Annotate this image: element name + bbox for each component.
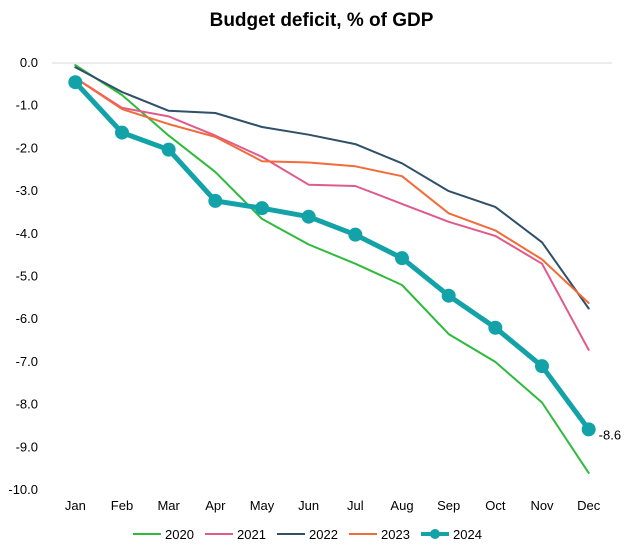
x-tick-label: Apr (205, 498, 226, 513)
series-marker-2024 (68, 75, 83, 90)
x-tick-label: Feb (111, 498, 133, 513)
legend-label: 2023 (381, 527, 410, 542)
series-line-2022 (74, 66, 590, 310)
legend-label: 2021 (237, 527, 266, 542)
y-tick-label: -9.0 (16, 439, 38, 454)
x-tick-label: Jul (347, 498, 364, 513)
legend-item-2023: 2023 (349, 527, 410, 542)
y-tick-label: -2.0 (16, 140, 38, 155)
series-marker-2024 (535, 359, 549, 374)
y-tick-label: -7.0 (16, 354, 38, 369)
legend-item-2022: 2022 (277, 527, 338, 542)
chart-title: Budget deficit, % of GDP (209, 10, 434, 31)
series-marker-2024 (115, 125, 129, 140)
x-tick-label: Oct (485, 498, 506, 513)
series-marker-2024 (161, 142, 176, 157)
legend-item-2020: 2020 (133, 527, 194, 542)
legend-label: 2022 (309, 527, 338, 542)
x-tick-label: Sep (437, 498, 460, 513)
series-marker-2024 (581, 422, 596, 437)
x-tick-label: Jun (298, 498, 319, 513)
legend-label: 2024 (453, 527, 482, 542)
y-tick-label: -6.0 (16, 311, 38, 326)
y-tick-label: -1.0 (16, 98, 38, 113)
y-tick-label: -5.0 (16, 269, 38, 284)
legend-item-2021: 2021 (205, 527, 266, 542)
series-marker-2024 (208, 193, 223, 208)
y-tick-label: -4.0 (16, 226, 38, 241)
legend-marker (430, 529, 440, 539)
x-tick-label: May (250, 498, 275, 513)
series-line-2021 (74, 76, 590, 351)
x-tick-label: Aug (390, 498, 413, 513)
y-tick-label: 0.0 (20, 55, 38, 70)
data-labels: -8.6 (599, 427, 621, 442)
series-line-2020 (74, 64, 590, 474)
x-tick-label: Jan (65, 498, 86, 513)
series-line-2024 (72, 79, 592, 432)
series-marker-2024 (488, 320, 503, 335)
series-line-2023 (74, 76, 590, 304)
x-axis-ticks: Jan Feb Mar Apr May Jun Jul Aug Sep Oct Nov Dec (65, 498, 601, 513)
y-tick-label: -3.0 (16, 183, 38, 198)
legend: 2020 2021 2022 2023 2024 (133, 527, 482, 542)
x-tick-label: Dec (577, 498, 601, 513)
x-tick-label: Nov (530, 498, 554, 513)
legend-item-2024: 2024 (421, 527, 482, 542)
series-marker-2024 (301, 209, 316, 224)
y-tick-label: -8.0 (16, 397, 38, 412)
y-axis-ticks: 0.0 -1.0 -2.0 -3.0 -4.0 -5.0 -6.0 -7.0 -8.0 -9.0 -… (8, 55, 38, 497)
legend-label: 2020 (165, 527, 194, 542)
end-value-label: -8.6 (599, 427, 621, 442)
series-marker-2024 (348, 227, 363, 242)
series-marker-2024 (441, 288, 456, 303)
series-lines (68, 64, 596, 474)
series-marker-2024 (255, 201, 269, 216)
x-tick-label: Mar (157, 498, 180, 513)
series-marker-2024 (395, 251, 409, 266)
y-tick-label: -10.0 (8, 482, 38, 497)
